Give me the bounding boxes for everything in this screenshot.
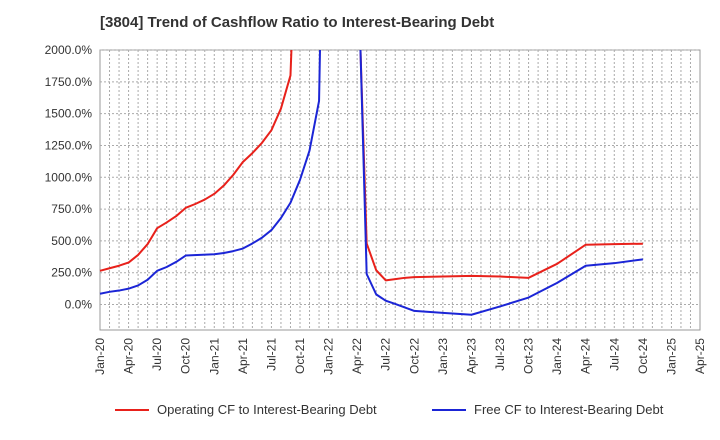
x-tick-label: Apr-24: [579, 338, 593, 374]
x-tick-label: Oct-24: [636, 338, 650, 374]
x-tick-label: Oct-22: [407, 338, 421, 374]
x-tick-label: Apr-20: [122, 338, 136, 374]
x-tick-label: Jul-24: [607, 338, 621, 371]
y-tick-label: 2000.0%: [45, 43, 93, 57]
y-tick-label: 1500.0%: [45, 107, 93, 121]
grid-layer: [100, 49, 700, 330]
series-line-free-cf: [359, 49, 643, 316]
x-tick-label: Jul-21: [264, 338, 278, 371]
x-tick-label: Apr-25: [693, 338, 707, 374]
x-tick-label: Jan-22: [322, 338, 336, 375]
legend-item-operating-cf: Operating CF to Interest-Bearing Debt: [115, 402, 377, 417]
y-tick-label: 250.0%: [51, 266, 92, 280]
series-line-operating-cf: [99, 49, 293, 272]
y-axis: 2000.0% 1750.0% 1500.0% 1250.0% 1000.0% 750.0…: [45, 43, 93, 312]
y-tick-label: 500.0%: [51, 234, 92, 248]
x-tick-label: Apr-21: [236, 338, 250, 374]
legend-label-free-cf: Free CF to Interest-Bearing Debt: [474, 402, 664, 417]
legend: Operating CF to Interest-Bearing Debt Fr…: [0, 402, 720, 426]
legend-swatch-free-cf: [432, 408, 466, 411]
x-axis: Jan-20 Apr-20 Jul-20 Oct-20 Jan-21 Apr-21 Jul-…: [93, 338, 707, 375]
x-tick-label: Jul-22: [379, 338, 393, 371]
x-tick-label: Jan-25: [664, 338, 678, 375]
x-tick-label: Jan-24: [550, 338, 564, 375]
x-tick-label: Oct-23: [522, 338, 536, 374]
chart-title: [3804] Trend of Cashflow Ratio to Intere…: [100, 14, 495, 31]
x-tick-label: Oct-20: [179, 338, 193, 374]
x-tick-label: Jul-23: [493, 338, 507, 371]
legend-swatch-operating-cf: [115, 408, 149, 411]
series-line-operating-cf: [359, 49, 643, 282]
series-layer: [99, 49, 643, 316]
x-tick-label: Apr-23: [464, 338, 478, 374]
x-tick-label: Jan-23: [436, 338, 450, 375]
x-tick-label: Jul-20: [150, 338, 164, 371]
y-tick-label: 0.0%: [65, 298, 93, 312]
plot-area: [99, 49, 701, 331]
y-tick-label: 1000.0%: [45, 170, 93, 184]
y-tick-label: 1750.0%: [45, 75, 93, 89]
legend-label-operating-cf: Operating CF to Interest-Bearing Debt: [157, 402, 377, 417]
x-tick-label: Jan-20: [93, 338, 107, 375]
legend-item-free-cf: Free CF to Interest-Bearing Debt: [432, 402, 663, 417]
x-tick-label: Oct-21: [293, 338, 307, 374]
y-tick-label: 750.0%: [51, 202, 92, 216]
series-line-free-cf: [99, 49, 321, 295]
y-tick-label: 1250.0%: [45, 138, 93, 152]
x-tick-label: Apr-22: [350, 338, 364, 374]
x-tick-label: Jan-21: [207, 338, 221, 375]
